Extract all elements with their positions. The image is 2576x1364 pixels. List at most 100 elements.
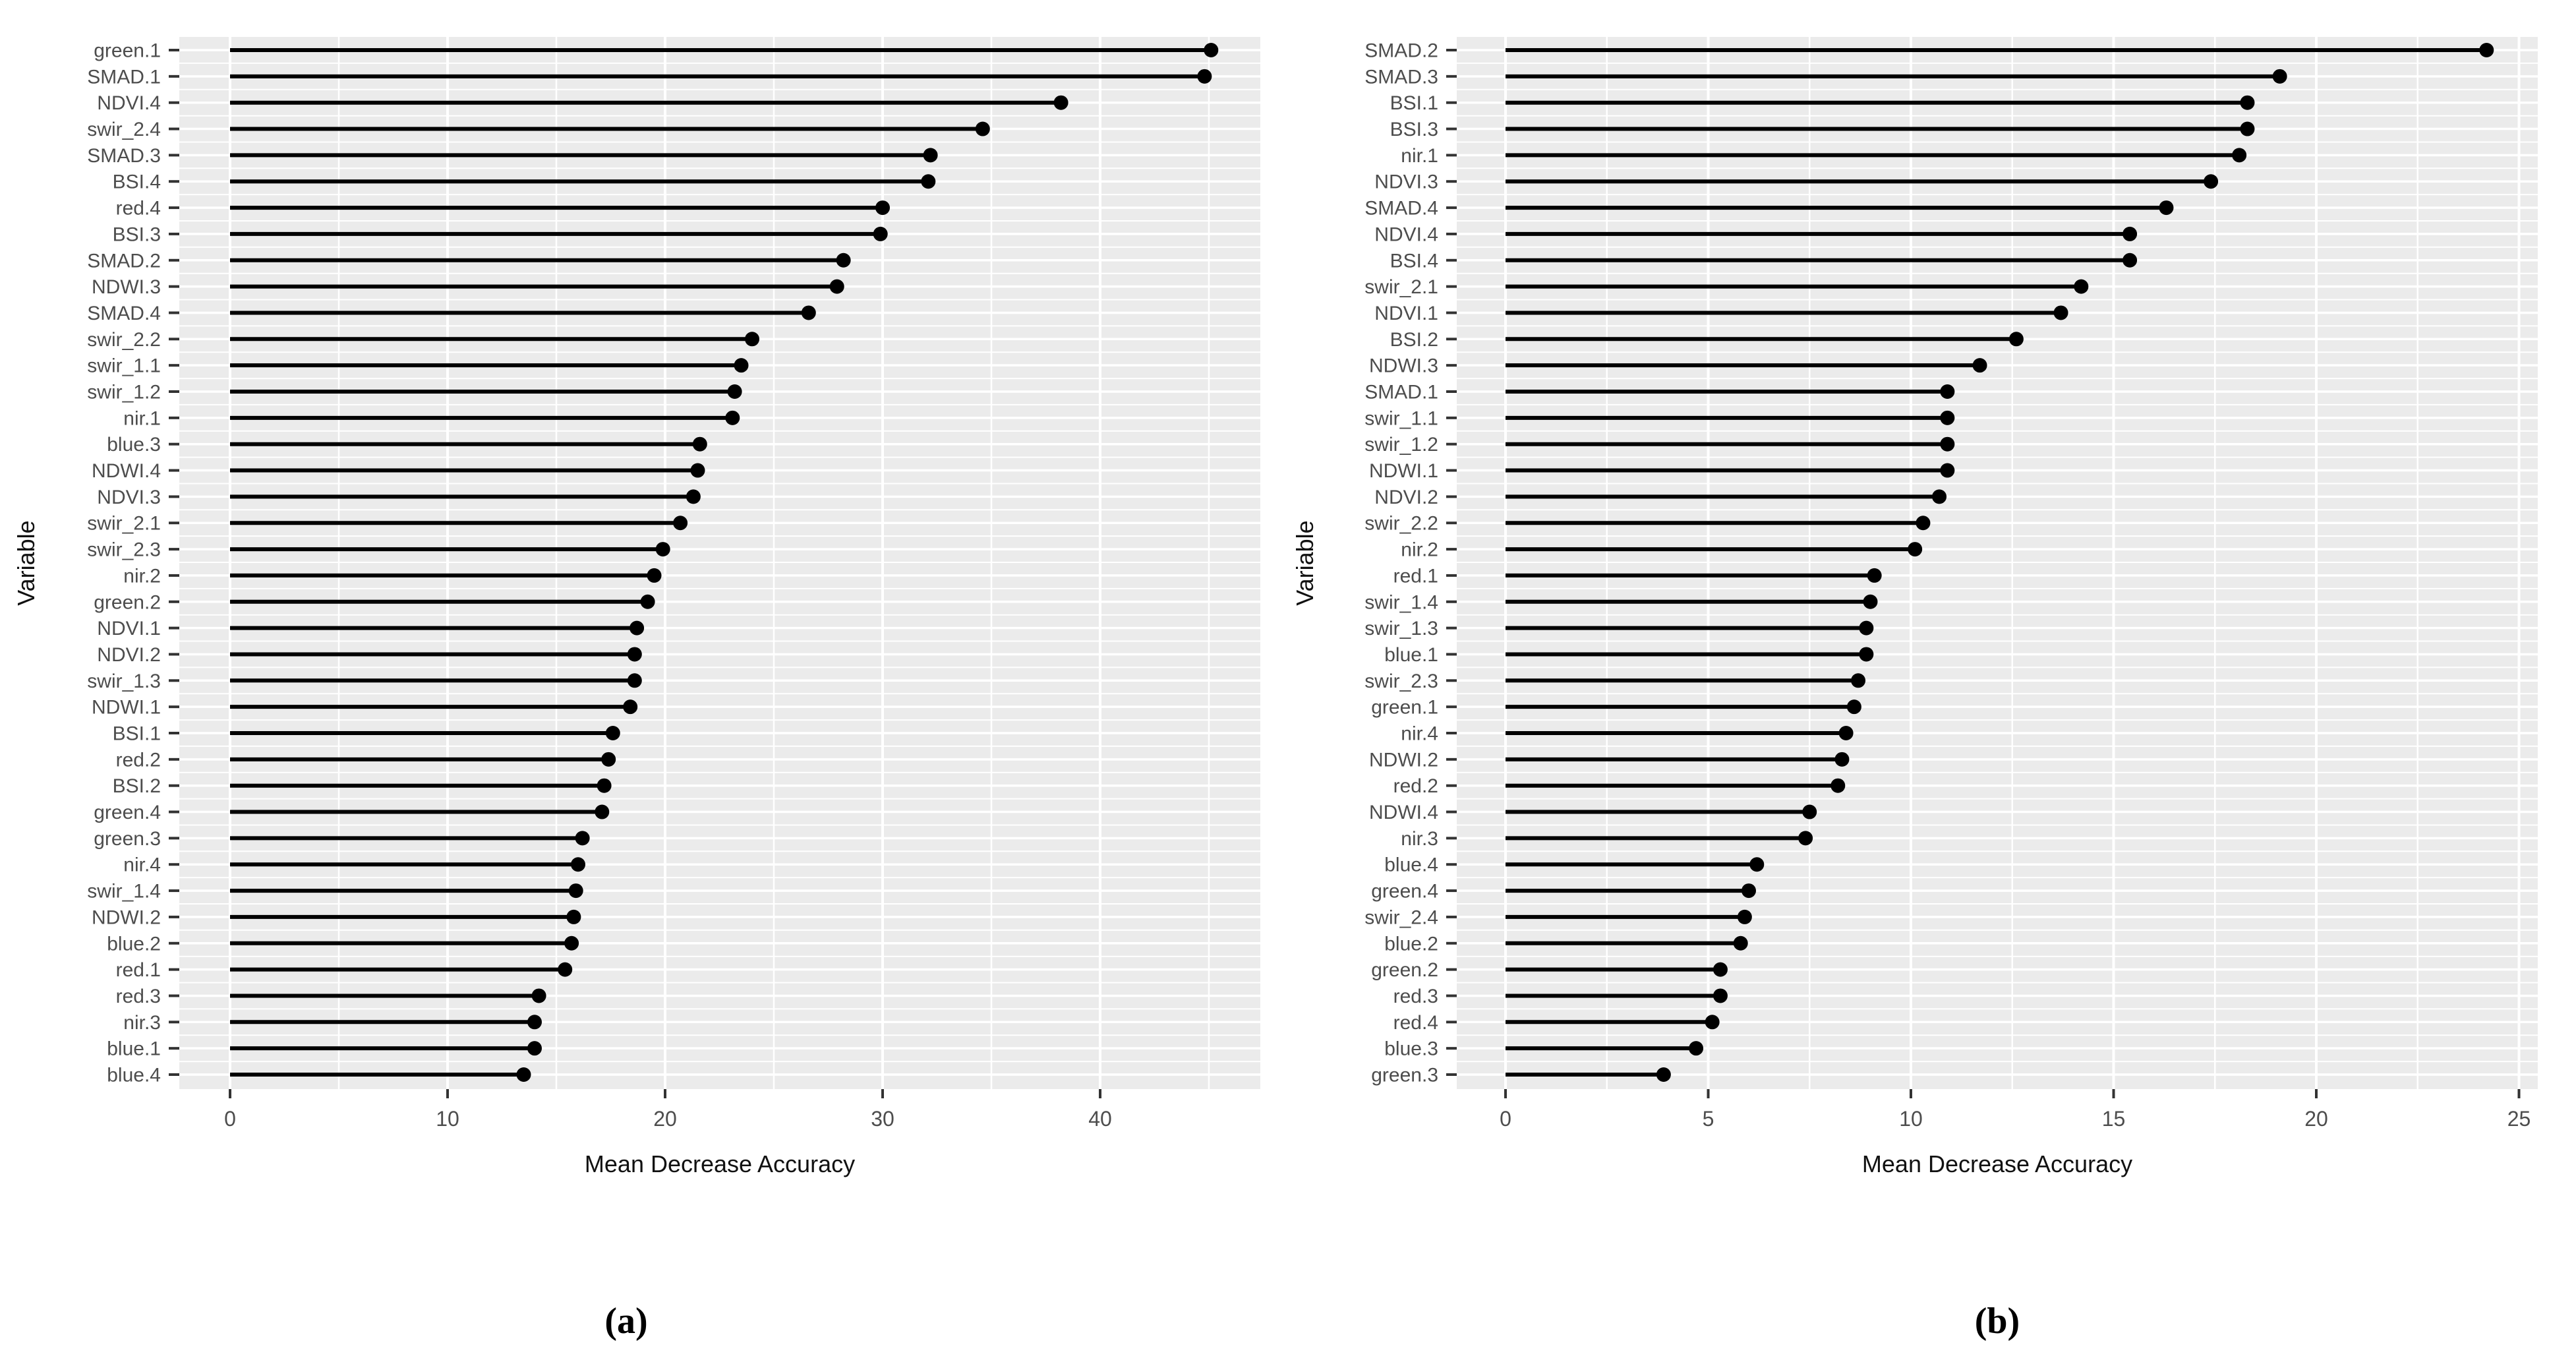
y-tick-label: swir_1.1 (1364, 407, 1438, 429)
data-point-dot (1940, 410, 1955, 425)
data-point-dot (1846, 699, 1861, 715)
y-tick-label: BSI.2 (113, 775, 161, 797)
data-point-dot (801, 305, 816, 320)
y-tick-label: BSI.3 (1390, 119, 1438, 140)
data-point-dot (1972, 358, 1987, 373)
data-point-dot (627, 673, 642, 688)
x-tick-label: 20 (2304, 1107, 2328, 1131)
data-point-dot (921, 174, 936, 189)
y-tick-label: swir_1.3 (87, 670, 161, 692)
panel-caption-a: (a) (604, 1301, 647, 1342)
y-tick-label: swir_2.3 (87, 539, 161, 561)
y-tick-label: NDVI.3 (97, 487, 161, 508)
y-tick-label: green.1 (1371, 697, 1438, 719)
data-point-dot (1867, 568, 1882, 583)
data-point-dot (564, 935, 579, 951)
x-tick-label: 10 (436, 1107, 459, 1131)
data-point-dot (1742, 883, 1756, 899)
y-tick-label: swir_1.1 (87, 355, 161, 377)
data-point-dot (829, 279, 844, 294)
data-point-dot (2053, 305, 2068, 320)
y-tick-label: nir.4 (1401, 723, 1438, 745)
data-point-dot (727, 384, 742, 399)
y-tick-label: red.4 (116, 198, 161, 220)
data-point-dot (745, 332, 759, 347)
y-tick-label: red.1 (1393, 565, 1438, 587)
data-point-dot (623, 699, 638, 715)
data-point-dot (673, 516, 688, 531)
data-point-dot (1932, 489, 1947, 504)
x-tick-label: 25 (2507, 1107, 2531, 1131)
data-point-dot (1940, 463, 1955, 478)
x-tick-label: 10 (1899, 1107, 1923, 1131)
y-tick-label: red.2 (116, 749, 161, 771)
data-point-dot (531, 988, 546, 1003)
y-tick-label: green.4 (1371, 881, 1438, 903)
data-point-dot (1712, 988, 1728, 1003)
data-point-dot (1656, 1067, 1671, 1082)
data-point-dot (2479, 43, 2494, 57)
data-point-dot (1689, 1041, 1704, 1056)
y-tick-label: swir_1.2 (87, 382, 161, 403)
y-tick-label: SMAD.2 (87, 250, 161, 272)
data-point-dot (2074, 279, 2089, 294)
data-point-dot (558, 962, 573, 977)
y-tick-label: green.2 (94, 591, 161, 613)
data-point-dot (2122, 252, 2138, 268)
y-tick-label: nir.3 (123, 1012, 161, 1034)
y-tick-label: BSI.3 (113, 223, 161, 245)
data-point-dot (734, 358, 749, 373)
y-tick-label: swir_1.2 (1364, 434, 1438, 456)
y-tick-label: blue.3 (107, 434, 161, 456)
y-axis-title-a: Variable (13, 520, 40, 605)
panel-b-plot: SMAD.2 SMAD.3 BSI.1 BSI.3 nir.1 NDVI.3 SMAD.4 N… (1364, 37, 2538, 1131)
y-tick-label: NDVI.1 (97, 618, 161, 639)
y-tick-label: blue.1 (1384, 644, 1438, 666)
data-point-dot (1908, 542, 1923, 557)
data-point-dot (568, 883, 583, 899)
data-point-dot (647, 568, 662, 583)
y-tick-label: red.3 (116, 986, 161, 1007)
y-tick-label: swir_2.2 (87, 329, 161, 351)
data-point-dot (627, 647, 642, 662)
data-point-dot (601, 752, 616, 767)
y-tick-label: swir_1.3 (1364, 618, 1438, 639)
data-point-dot (527, 1041, 542, 1056)
data-point-dot (2232, 148, 2247, 163)
data-point-dot (923, 148, 938, 163)
data-point-dot (605, 726, 620, 740)
y-tick-label: NDWI.1 (92, 697, 161, 719)
data-point-dot (1916, 516, 1931, 531)
x-tick-label: 40 (1088, 1107, 1112, 1131)
data-point-dot (1737, 909, 1752, 924)
data-point-dot (875, 200, 890, 216)
data-point-dot (2204, 174, 2219, 189)
y-tick-label: BSI.4 (113, 171, 161, 193)
data-point-dot (516, 1067, 531, 1082)
y-tick-label: BSI.1 (1390, 92, 1438, 114)
y-tick-label: SMAD.3 (87, 145, 161, 167)
data-point-dot (1705, 1015, 1720, 1030)
y-tick-label: swir_2.3 (1364, 670, 1438, 692)
y-tick-label: swir_1.4 (87, 881, 161, 903)
y-tick-label: NDWI.3 (92, 276, 161, 298)
y-tick-label: green.2 (1371, 959, 1438, 981)
y-tick-label: nir.4 (123, 854, 161, 876)
x-axis-title-b: Mean Decrease Accuracy (1862, 1150, 2132, 1177)
data-point-dot (836, 252, 851, 268)
panel-caption-b: (b) (1975, 1301, 2020, 1342)
x-tick-label: 30 (871, 1107, 894, 1131)
data-point-dot (640, 594, 655, 609)
data-point-dot (975, 121, 990, 136)
data-point-dot (2159, 200, 2174, 216)
y-tick-label: red.1 (116, 959, 161, 981)
y-tick-label: swir_2.1 (1364, 276, 1438, 298)
y-tick-label: red.4 (1393, 1012, 1438, 1034)
data-point-dot (566, 909, 581, 924)
x-tick-label: 15 (2102, 1107, 2126, 1131)
y-tick-label: green.4 (94, 802, 161, 823)
y-tick-label: NDVI.4 (1374, 223, 1438, 245)
y-tick-label: NDVI.1 (1374, 303, 1438, 324)
y-tick-label: NDWI.4 (92, 460, 161, 482)
data-point-dot (1749, 857, 1765, 872)
